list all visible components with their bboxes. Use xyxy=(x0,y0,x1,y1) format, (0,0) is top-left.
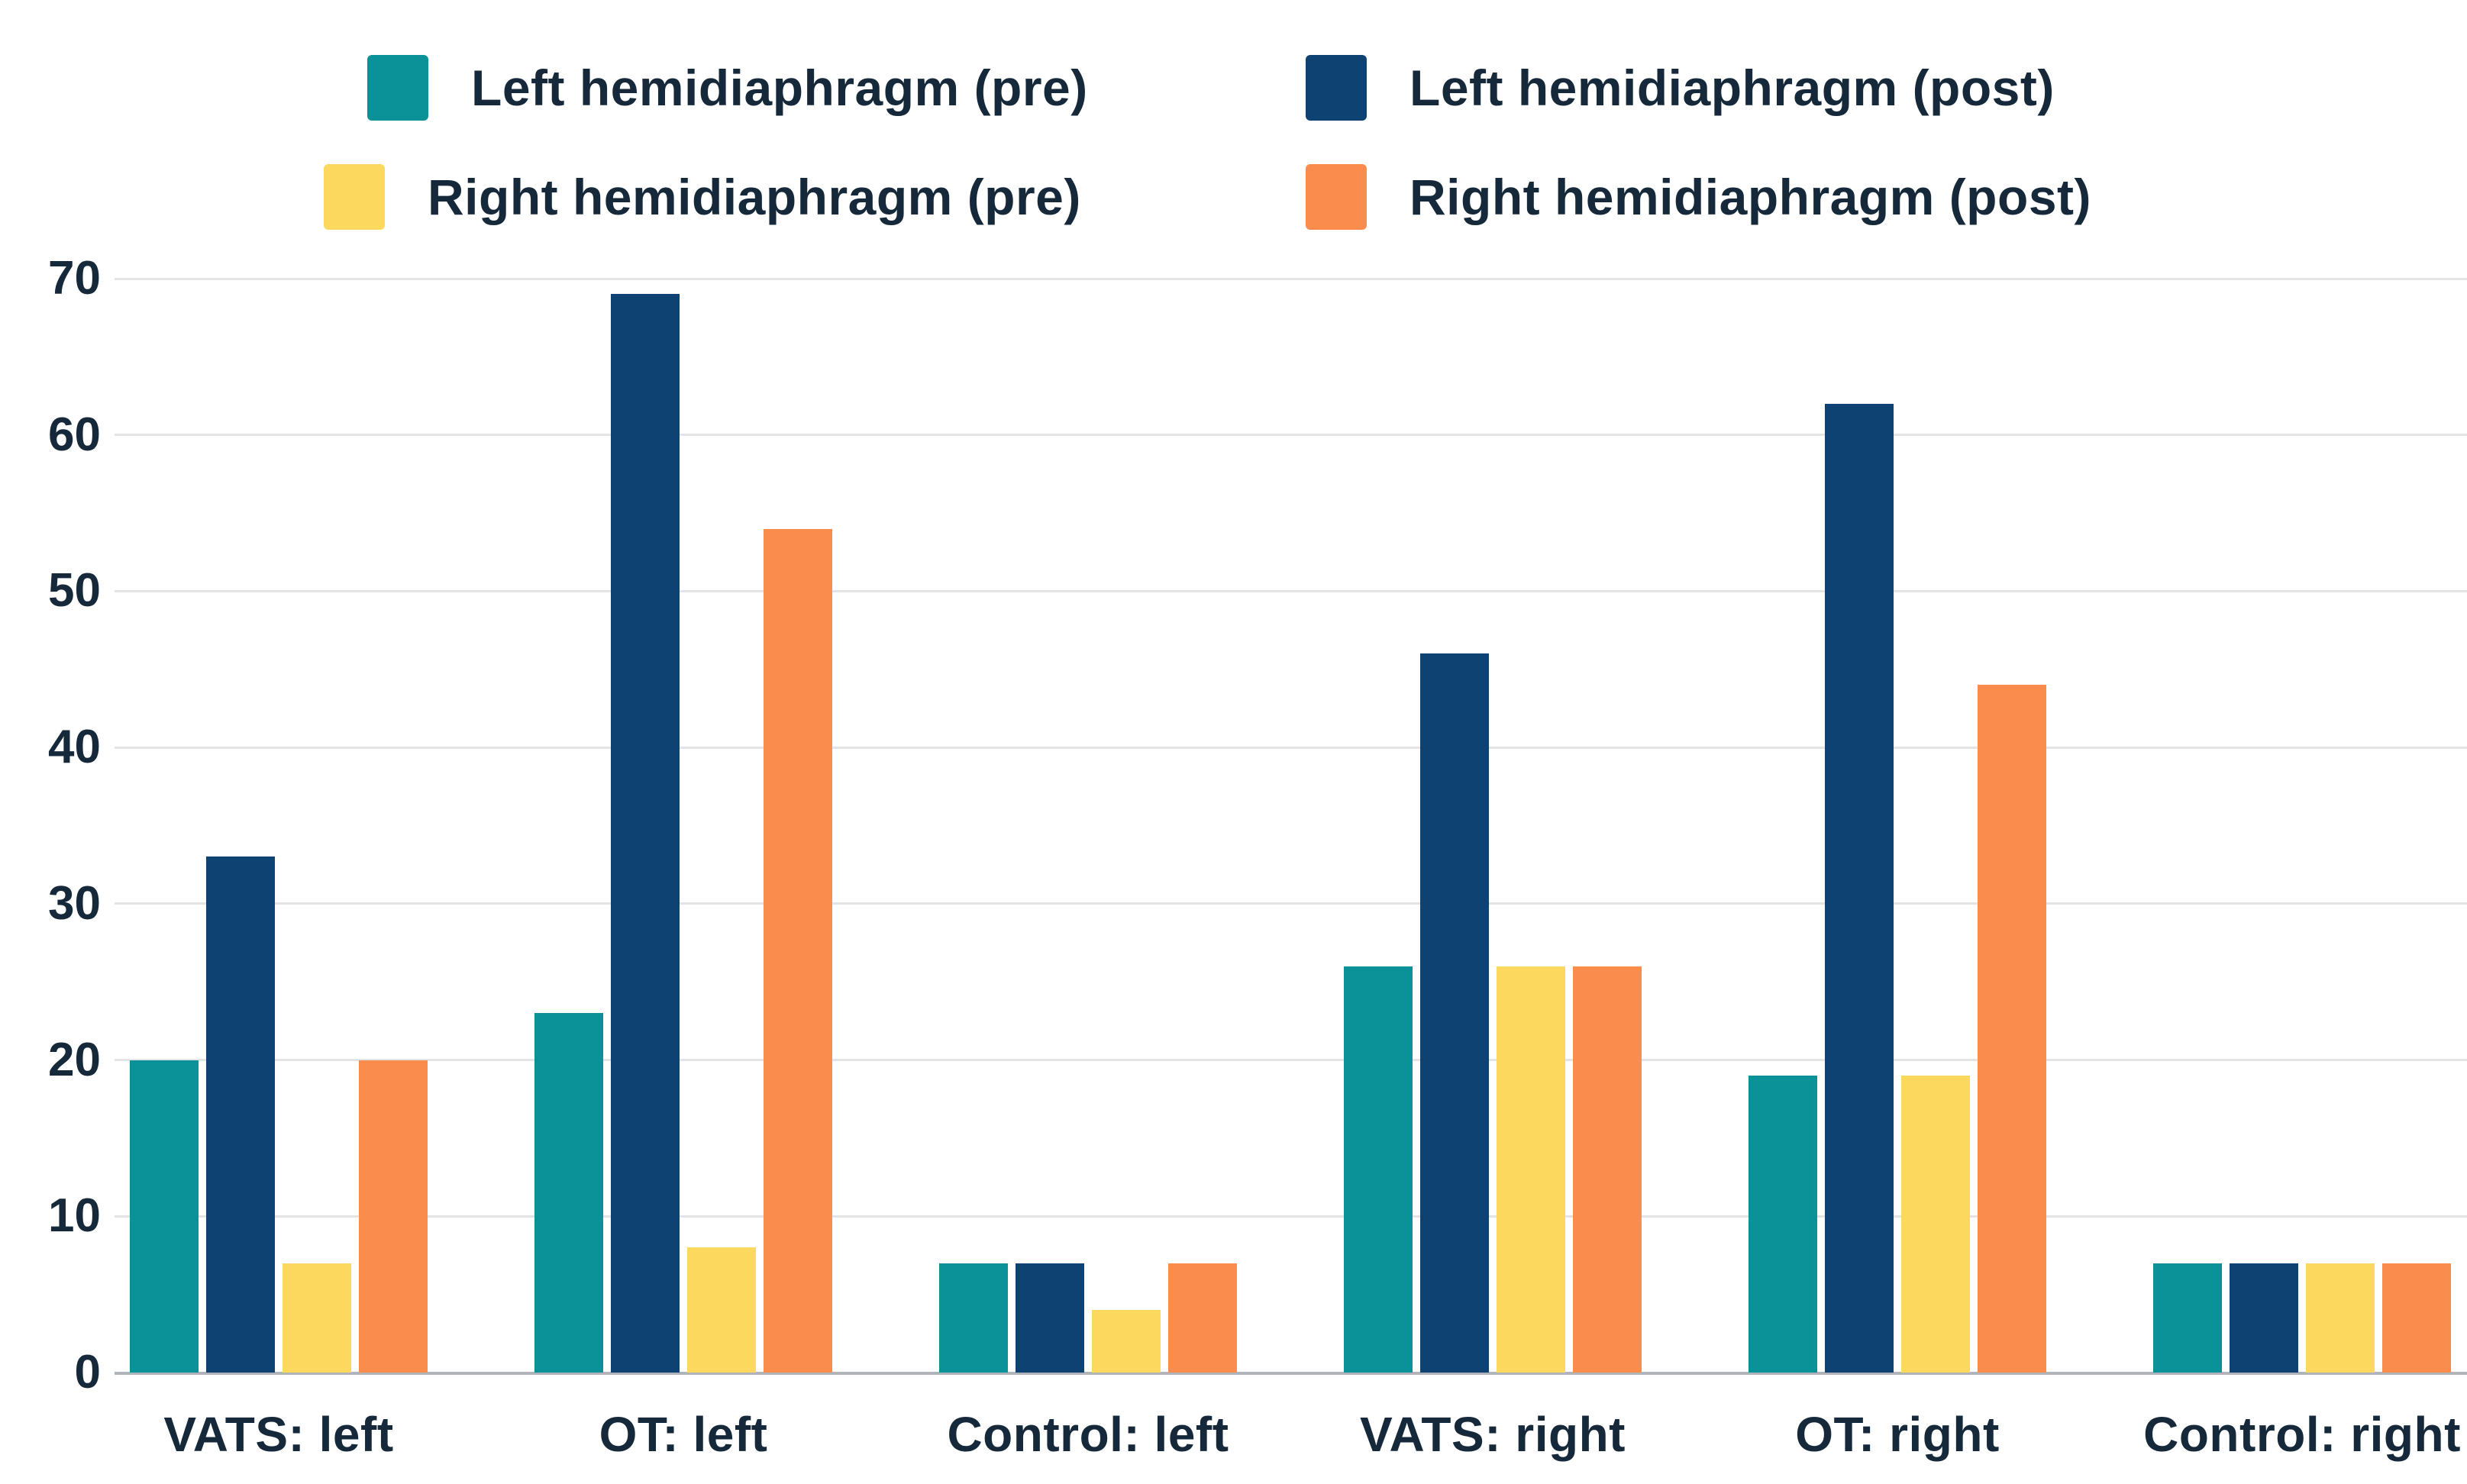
bar xyxy=(1420,653,1489,1373)
bar xyxy=(764,528,832,1373)
legend-item: Right hemidiaphragm (post) xyxy=(1306,164,2091,230)
bar xyxy=(1825,403,1894,1373)
category-label: OT: left xyxy=(599,1407,768,1462)
legend-label: Left hemidiaphragm (post) xyxy=(1409,60,2055,116)
bar xyxy=(1016,1263,1084,1373)
bar xyxy=(534,1013,603,1373)
legend-item: Right hemidiaphragm (pre) xyxy=(324,164,1081,230)
gridline xyxy=(115,902,2467,905)
category-label: Control: left xyxy=(947,1407,1229,1462)
bar xyxy=(1092,1310,1161,1373)
legend-swatch-left-post xyxy=(1306,55,1367,121)
gridline xyxy=(115,434,2467,437)
legend-swatch-left-pre xyxy=(367,55,428,121)
category-label: Control: right xyxy=(2143,1407,2461,1462)
gridline xyxy=(115,277,2467,280)
bar xyxy=(2306,1263,2375,1373)
x-axis-baseline xyxy=(115,1371,2467,1375)
category-label: VATS: right xyxy=(1360,1407,1626,1462)
bar xyxy=(687,1247,756,1373)
legend-label: Right hemidiaphragm (post) xyxy=(1409,169,2091,225)
gridline xyxy=(115,746,2467,749)
bar xyxy=(1749,1076,1817,1373)
y-tick-label: 60 xyxy=(48,408,101,461)
gridline xyxy=(115,1215,2467,1218)
bar xyxy=(1168,1263,1237,1373)
gridline xyxy=(115,1059,2467,1062)
y-tick-label: 10 xyxy=(48,1189,101,1243)
y-tick-label: 20 xyxy=(48,1033,101,1086)
bar xyxy=(1573,966,1642,1373)
bar xyxy=(206,857,275,1373)
legend-item: Left hemidiaphragm (post) xyxy=(1306,55,2055,121)
bar xyxy=(359,1060,428,1373)
bar xyxy=(939,1263,1008,1373)
y-tick-label: 70 xyxy=(48,252,101,305)
bar xyxy=(1901,1076,1970,1373)
legend-label: Left hemidiaphragm (pre) xyxy=(471,60,1088,116)
y-tick-label: 40 xyxy=(48,721,101,774)
y-tick-label: 0 xyxy=(74,1346,101,1399)
gridline xyxy=(115,589,2467,592)
legend-swatch-right-post xyxy=(1306,164,1367,230)
bar xyxy=(2230,1263,2298,1373)
bar xyxy=(1497,966,1565,1373)
category-label: OT: right xyxy=(1795,1407,2000,1462)
bar xyxy=(130,1060,199,1373)
bar xyxy=(283,1263,351,1373)
bar xyxy=(611,294,680,1373)
bar xyxy=(2382,1263,2451,1373)
legend-swatch-right-pre xyxy=(324,164,385,230)
bar xyxy=(1344,966,1413,1373)
y-tick-label: 30 xyxy=(48,876,101,930)
bar xyxy=(2153,1263,2222,1373)
y-tick-label: 50 xyxy=(48,564,101,618)
category-label: VATS: left xyxy=(163,1407,394,1462)
legend-item: Left hemidiaphragm (pre) xyxy=(367,55,1088,121)
legend-label: Right hemidiaphragm (pre) xyxy=(428,169,1081,225)
bar xyxy=(1978,685,2046,1373)
